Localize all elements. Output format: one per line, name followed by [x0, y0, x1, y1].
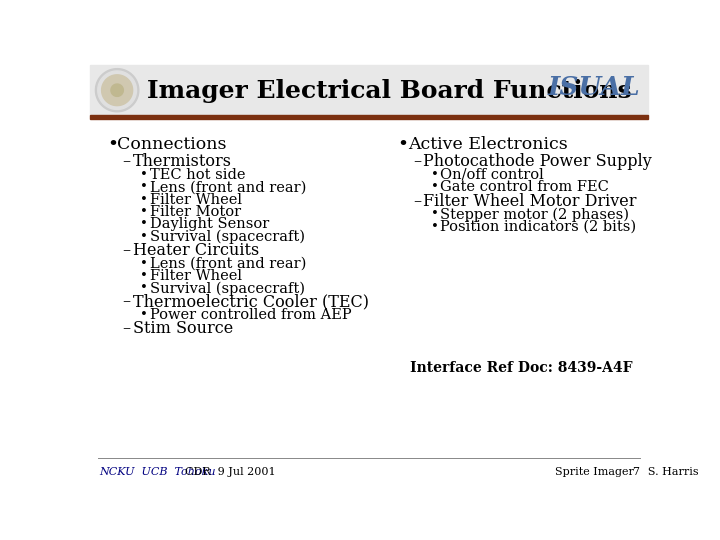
Text: Thermoelectric Cooler (TEC): Thermoelectric Cooler (TEC): [132, 294, 369, 310]
Text: Filter Wheel: Filter Wheel: [150, 269, 242, 283]
Text: Survival (spacecraft): Survival (spacecraft): [150, 281, 305, 295]
Text: TEC hot side: TEC hot side: [150, 168, 246, 182]
Text: Thermistors: Thermistors: [132, 153, 232, 170]
Text: Stim Source: Stim Source: [132, 320, 233, 338]
Text: •: •: [140, 256, 148, 269]
Text: •: •: [140, 205, 148, 218]
Text: –: –: [413, 193, 421, 210]
Text: •: •: [140, 281, 148, 294]
Text: Position indicators (2 bits): Position indicators (2 bits): [441, 220, 636, 234]
Bar: [90, 65, 648, 115]
Text: –: –: [413, 153, 421, 170]
Text: Imager Electrical Board Functions: Imager Electrical Board Functions: [147, 79, 631, 103]
Text: NCKU  UCB  Tohoku: NCKU UCB Tohoku: [99, 467, 216, 477]
Text: •: •: [140, 180, 148, 193]
Text: Active Electronics: Active Electronics: [408, 136, 567, 153]
Text: Filter Motor: Filter Motor: [150, 205, 240, 219]
Text: •: •: [431, 207, 439, 220]
Text: ISUAL: ISUAL: [548, 76, 640, 100]
Text: Filter Wheel: Filter Wheel: [150, 193, 242, 207]
Text: •: •: [140, 308, 148, 321]
Text: •: •: [140, 269, 148, 282]
Text: CDR  9 Jul 2001: CDR 9 Jul 2001: [171, 467, 276, 477]
Text: •: •: [431, 168, 439, 181]
Text: Power controlled from AEP: Power controlled from AEP: [150, 308, 351, 322]
Text: Photocathode Power Supply: Photocathode Power Supply: [423, 153, 652, 170]
Text: –: –: [122, 320, 130, 338]
Text: Heater Circuits: Heater Circuits: [132, 242, 259, 259]
Text: –: –: [122, 153, 130, 170]
Text: •: •: [140, 193, 148, 206]
Text: •: •: [431, 220, 439, 233]
Text: Daylight Sensor: Daylight Sensor: [150, 217, 269, 231]
Polygon shape: [102, 75, 132, 106]
Text: Connections: Connections: [117, 136, 227, 153]
Text: Lens (front and rear): Lens (front and rear): [150, 180, 306, 194]
Text: •: •: [107, 136, 118, 154]
Text: •: •: [140, 230, 148, 242]
Text: •: •: [140, 217, 148, 230]
Bar: [90, 115, 648, 119]
Text: Filter Wheel Motor Driver: Filter Wheel Motor Driver: [423, 193, 636, 210]
Text: •: •: [431, 180, 439, 193]
Text: On/off control: On/off control: [441, 168, 544, 182]
Polygon shape: [111, 84, 123, 96]
Polygon shape: [96, 69, 139, 112]
Text: Interface Ref Doc: 8439-A4F: Interface Ref Doc: 8439-A4F: [410, 361, 632, 375]
Text: –: –: [122, 294, 130, 310]
Text: •: •: [397, 136, 409, 154]
Text: Sprite Imager    S. Harris: Sprite Imager S. Harris: [555, 467, 698, 477]
Text: Lens (front and rear): Lens (front and rear): [150, 256, 306, 271]
Text: –: –: [122, 242, 130, 259]
Text: Stepper motor (2 phases): Stepper motor (2 phases): [441, 207, 629, 221]
Text: Survival (spacecraft): Survival (spacecraft): [150, 230, 305, 244]
Text: •: •: [140, 168, 148, 181]
Polygon shape: [98, 71, 137, 110]
Text: 7: 7: [631, 467, 639, 477]
Text: Gate control from FEC: Gate control from FEC: [441, 180, 609, 194]
